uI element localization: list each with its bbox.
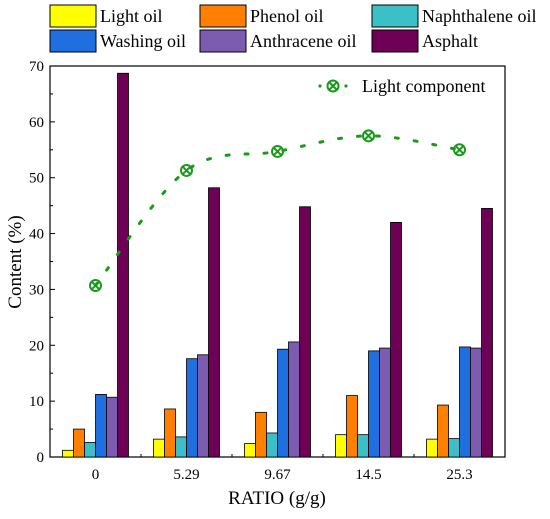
y-tick-label: 10 <box>29 394 44 410</box>
y-tick-label: 20 <box>29 338 44 354</box>
y-tick-label: 30 <box>29 282 44 298</box>
bar-anthracene-oil-25.3 <box>470 347 482 458</box>
bar-naphthalene-oil-9.67 <box>266 432 278 458</box>
y-tick-label: 0 <box>37 450 45 466</box>
axes-layer: 0 10 20 30 40 50 60 70 0 5.29 9.67 14.5 25.3 <box>29 59 473 483</box>
bar-asphalt-9.67 <box>299 206 311 458</box>
line-legend-marker <box>326 79 340 93</box>
legend-label-anthracene-oil: Anthracene oil <box>250 31 356 51</box>
y-tick-label: 60 <box>29 115 44 131</box>
y-tick-label: 70 <box>29 59 44 75</box>
legend-swatch-asphalt <box>371 29 419 53</box>
x-tick-label: 25.3 <box>446 467 472 483</box>
y-axis-title: Content (%) <box>5 215 26 308</box>
bar-light-oil-9.67 <box>244 443 256 458</box>
bar-light-oil-14.5 <box>335 434 347 458</box>
light-component-point-5.29 <box>180 163 193 177</box>
light-component-point-25.3 <box>453 143 466 157</box>
x-tick-label: 14.5 <box>355 467 381 483</box>
legend: Light oil Phenol oil Naphthalene oil Washin… <box>49 4 536 53</box>
legend-label-phenol-oil: Phenol oil <box>250 6 324 26</box>
bar-light-oil-5.29 <box>153 438 165 458</box>
bar-naphthalene-oil-14.5 <box>357 434 369 458</box>
legend-label-light-oil: Light oil <box>100 6 163 26</box>
bar-asphalt-0 <box>117 72 129 458</box>
bar-anthracene-oil-9.67 <box>288 341 300 458</box>
bar-washing-oil-14.5 <box>368 350 380 458</box>
line-legend: Light component <box>318 76 485 96</box>
legend-swatch-naphthalene-oil <box>371 4 419 28</box>
line-layer <box>89 129 466 293</box>
bars-layer <box>62 72 493 458</box>
bar-anthracene-oil-14.5 <box>379 347 391 458</box>
legend-label-naphthalene-oil: Naphthalene oil <box>422 6 536 26</box>
y-tick-label: 50 <box>29 171 44 187</box>
bar-naphthalene-oil-25.3 <box>448 438 460 458</box>
bar-naphthalene-oil-5.29 <box>175 436 187 458</box>
legend-swatch-phenol-oil <box>199 4 247 28</box>
bar-asphalt-14.5 <box>390 221 402 458</box>
bar-anthracene-oil-0 <box>106 396 118 458</box>
y-tick-label: 40 <box>29 227 44 243</box>
x-axis-title: RATIO (g/g) <box>228 488 326 509</box>
light-component-point-0 <box>89 279 102 293</box>
legend-label-asphalt: Asphalt <box>422 31 478 51</box>
bar-anthracene-oil-5.29 <box>197 354 209 458</box>
line-legend-label: Light component <box>362 76 485 96</box>
light-component-point-14.5 <box>362 129 375 143</box>
bar-phenol-oil-5.29 <box>164 408 176 458</box>
x-tick-label: 5.29 <box>173 467 199 483</box>
bar-phenol-oil-9.67 <box>255 411 267 458</box>
light-component-line <box>94 134 461 288</box>
bar-light-oil-25.3 <box>426 438 438 458</box>
bar-washing-oil-25.3 <box>459 346 471 458</box>
bar-washing-oil-9.67 <box>277 348 289 458</box>
bar-washing-oil-5.29 <box>186 358 198 458</box>
bar-light-oil-0 <box>62 449 74 458</box>
legend-label-washing-oil: Washing oil <box>100 31 186 51</box>
legend-swatch-light-oil <box>49 4 97 28</box>
legend-swatch-anthracene-oil <box>199 29 247 53</box>
legend-swatch-washing-oil <box>49 29 97 53</box>
bar-phenol-oil-14.5 <box>346 395 358 458</box>
bar-phenol-oil-0 <box>73 428 85 458</box>
x-tick-label: 9.67 <box>264 467 291 483</box>
bar-washing-oil-0 <box>95 394 107 458</box>
bar-asphalt-25.3 <box>481 208 493 458</box>
bar-asphalt-5.29 <box>208 187 220 458</box>
x-tick-label: 0 <box>92 467 100 483</box>
bar-phenol-oil-25.3 <box>437 404 449 458</box>
bar-naphthalene-oil-0 <box>84 442 96 458</box>
light-component-point-9.67 <box>271 144 284 158</box>
